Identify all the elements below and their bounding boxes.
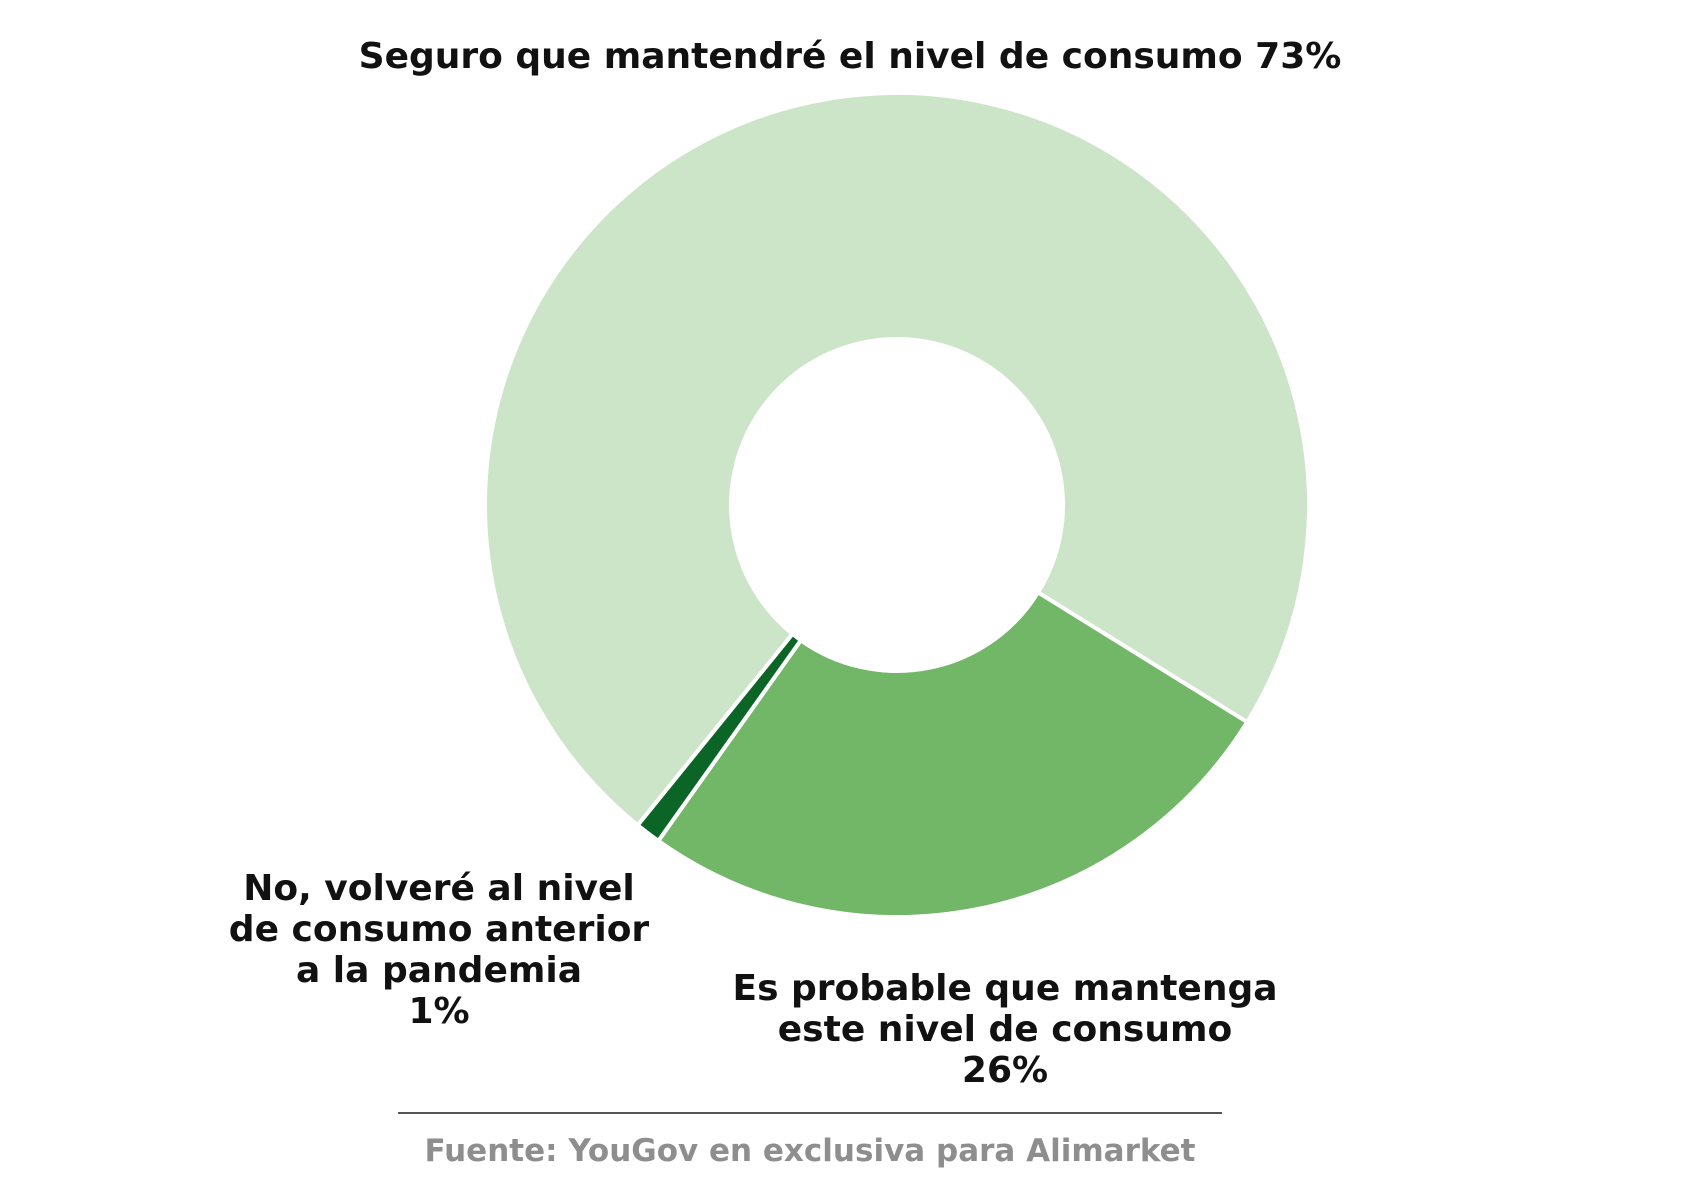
slice-label-2-line-2: a la pandemia	[296, 950, 582, 991]
donut-slice-2	[634, 631, 804, 844]
slice-label-0-line-0: Seguro que mantendré el nivel de consumo…	[359, 36, 1342, 77]
slice-label-2: No, volveré al nivel de consumo anterior a…	[229, 868, 650, 1032]
donut-slice-1	[655, 589, 1250, 919]
slice-label-0: Seguro que mantendré el nivel de consumo…	[359, 36, 1342, 77]
slice-label-2-line-1: de consumo anterior	[229, 909, 650, 950]
slice-label-1-line-2: 26%	[962, 1050, 1048, 1091]
slice-label-1-line-1: este nivel de consumo	[778, 1009, 1232, 1050]
slice-label-2-line-3: 1%	[408, 991, 469, 1032]
slice-label-1-line-0: Es probable que mantenga	[732, 968, 1277, 1009]
source-text: Fuente: YouGov en exclusiva para Alimark…	[424, 1133, 1195, 1169]
donut-slices	[483, 91, 1311, 919]
slice-label-2-line-0: No, volveré al nivel	[243, 868, 635, 909]
slice-label-1: Es probable que mantenga este nivel de co…	[732, 968, 1277, 1091]
slice-labels: Seguro que mantendré el nivel de consumo…	[229, 36, 1342, 1091]
donut-slice-0	[483, 91, 1311, 829]
